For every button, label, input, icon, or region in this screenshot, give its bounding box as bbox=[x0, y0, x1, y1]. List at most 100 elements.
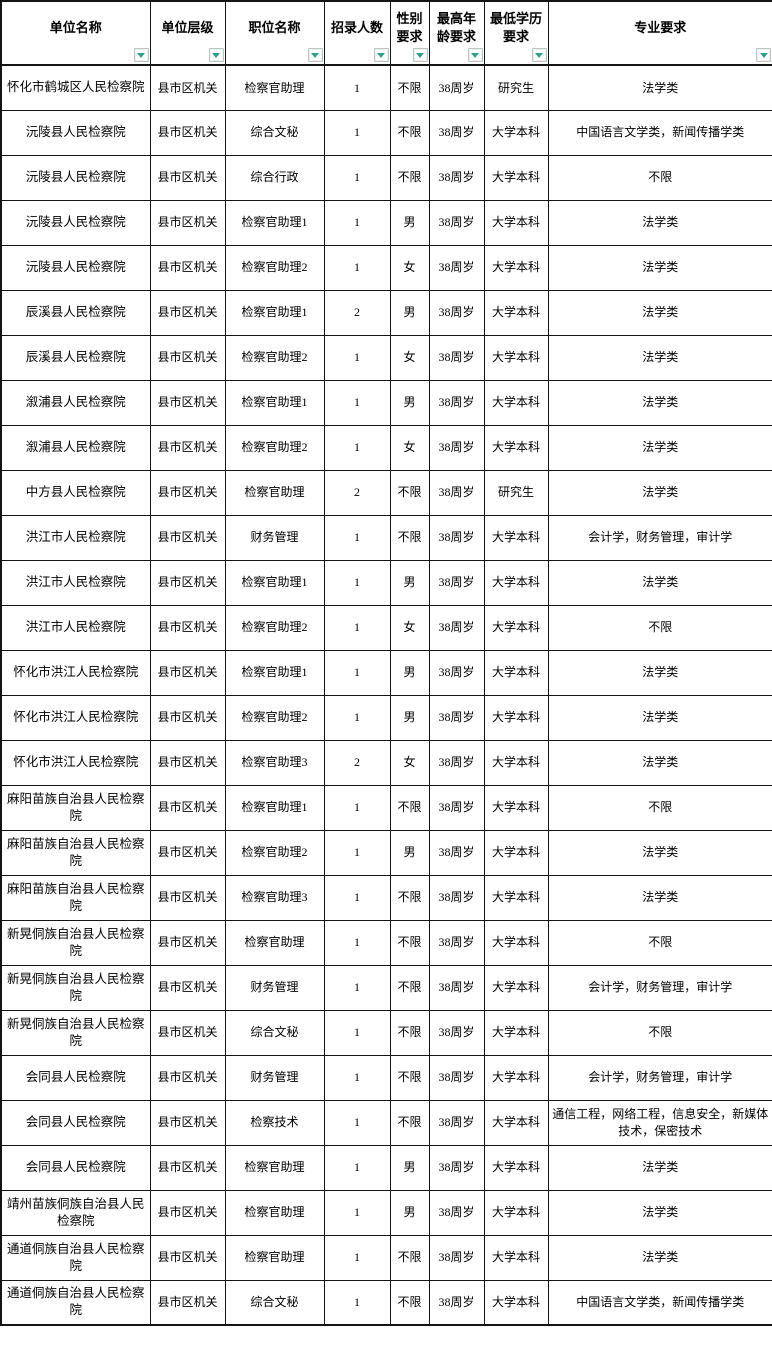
cell-gender-req: 不限 bbox=[389, 1054, 430, 1101]
cell-max-age-req: 38周岁 bbox=[428, 1189, 485, 1236]
cell-unit-level: 县市区机关 bbox=[149, 874, 226, 921]
table-row: 会同县人民检察院 县市区机关 检察技术 1 不限 38周岁 大学本科 通信工程，网络工程，信息… bbox=[0, 1099, 772, 1146]
filter-button-unit-level[interactable] bbox=[208, 48, 224, 62]
cell-min-education-req: 大学本科 bbox=[483, 829, 549, 876]
cell-gender-req: 女 bbox=[389, 424, 430, 471]
cell-max-age-req: 38周岁 bbox=[428, 289, 485, 336]
cell-max-age-req: 38周岁 bbox=[428, 469, 485, 516]
cell-gender-req: 不限 bbox=[389, 1279, 430, 1326]
cell-gender-req: 男 bbox=[389, 379, 430, 426]
cell-unit-name: 会同县人民检察院 bbox=[0, 1144, 151, 1191]
filter-dropdown-icon bbox=[137, 52, 145, 58]
column-header-position-name: 职位名称 bbox=[224, 0, 325, 66]
cell-gender-req: 不限 bbox=[389, 964, 430, 1011]
cell-max-age-req: 38周岁 bbox=[428, 154, 485, 201]
filter-button-min-education-req[interactable] bbox=[531, 48, 547, 62]
cell-min-education-req: 大学本科 bbox=[483, 514, 549, 561]
cell-max-age-req: 38周岁 bbox=[428, 1144, 485, 1191]
table-row: 新晃侗族自治县人民检察院 县市区机关 财务管理 1 不限 38周岁 大学本科 会计学，财务管理… bbox=[0, 964, 772, 1011]
table-row: 靖州苗族侗族自治县人民检察院 县市区机关 检察官助理 1 男 38周岁 大学本科 法学类 bbox=[0, 1189, 772, 1236]
cell-position-name: 检察官助理1 bbox=[224, 784, 325, 831]
filter-button-position-name[interactable] bbox=[307, 48, 323, 62]
cell-position-name: 检察官助理1 bbox=[224, 289, 325, 336]
cell-position-name: 检察官助理2 bbox=[224, 334, 325, 381]
table-row: 怀化市鹤城区人民检察院 县市区机关 检察官助理 1 不限 38周岁 研究生 法学类 bbox=[0, 64, 772, 111]
cell-max-age-req: 38周岁 bbox=[428, 199, 485, 246]
cell-unit-name: 洪江市人民检察院 bbox=[0, 604, 151, 651]
cell-unit-level: 县市区机关 bbox=[149, 829, 226, 876]
column-header-major-req: 专业要求 bbox=[547, 0, 772, 66]
cell-major-req: 不限 bbox=[547, 604, 772, 651]
filter-dropdown-icon bbox=[759, 52, 768, 58]
cell-position-name: 检察官助理2 bbox=[224, 829, 325, 876]
table-row: 洪江市人民检察院 县市区机关 检察官助理1 1 男 38周岁 大学本科 法学类 bbox=[0, 559, 772, 606]
cell-unit-name: 新晃侗族自治县人民检察院 bbox=[0, 919, 151, 966]
cell-recruit-count: 1 bbox=[323, 514, 391, 561]
cell-major-req: 不限 bbox=[547, 154, 772, 201]
cell-major-req: 法学类 bbox=[547, 739, 772, 786]
cell-max-age-req: 38周岁 bbox=[428, 649, 485, 696]
column-header-unit-name: 单位名称 bbox=[0, 0, 151, 66]
filter-button-max-age-req[interactable] bbox=[467, 48, 483, 62]
cell-position-name: 财务管理 bbox=[224, 514, 325, 561]
filter-button-recruit-count[interactable] bbox=[373, 48, 389, 62]
cell-gender-req: 不限 bbox=[389, 919, 430, 966]
cell-recruit-count: 1 bbox=[323, 1144, 391, 1191]
cell-min-education-req: 大学本科 bbox=[483, 1234, 549, 1281]
cell-major-req: 法学类 bbox=[547, 244, 772, 291]
column-header-label: 单位名称 bbox=[49, 19, 102, 35]
cell-max-age-req: 38周岁 bbox=[428, 424, 485, 471]
cell-position-name: 检察官助理2 bbox=[224, 604, 325, 651]
cell-unit-name: 会同县人民检察院 bbox=[0, 1054, 151, 1101]
table-row: 麻阳苗族自治县人民检察院 县市区机关 检察官助理2 1 男 38周岁 大学本科 法学类 bbox=[0, 829, 772, 876]
cell-gender-req: 不限 bbox=[389, 109, 430, 156]
cell-gender-req: 不限 bbox=[389, 64, 430, 111]
column-header-gender-req: 性别要求 bbox=[389, 0, 430, 66]
cell-major-req: 不限 bbox=[547, 1009, 772, 1056]
table-row: 会同县人民检察院 县市区机关 财务管理 1 不限 38周岁 大学本科 会计学，财务管理，审计学 bbox=[0, 1054, 772, 1101]
filter-button-major-req[interactable] bbox=[756, 48, 771, 62]
cell-position-name: 财务管理 bbox=[224, 964, 325, 1011]
table-row: 辰溪县人民检察院 县市区机关 检察官助理1 2 男 38周岁 大学本科 法学类 bbox=[0, 289, 772, 336]
cell-major-req: 法学类 bbox=[547, 289, 772, 336]
cell-gender-req: 不限 bbox=[389, 784, 430, 831]
cell-max-age-req: 38周岁 bbox=[428, 919, 485, 966]
cell-max-age-req: 38周岁 bbox=[428, 694, 485, 741]
cell-min-education-req: 大学本科 bbox=[483, 649, 549, 696]
cell-min-education-req: 大学本科 bbox=[483, 559, 549, 606]
header-row: 单位名称 单位层级 职位名称 招录人数 性别要求 最高年龄要求 最低学历要求 专业要求 bbox=[0, 0, 772, 66]
cell-major-req: 法学类 bbox=[547, 1234, 772, 1281]
table-row: 沅陵县人民检察院 县市区机关 检察官助理1 1 男 38周岁 大学本科 法学类 bbox=[0, 199, 772, 246]
cell-gender-req: 男 bbox=[389, 649, 430, 696]
cell-recruit-count: 1 bbox=[323, 334, 391, 381]
cell-gender-req: 不限 bbox=[389, 469, 430, 516]
cell-min-education-req: 大学本科 bbox=[483, 739, 549, 786]
filter-dropdown-icon bbox=[311, 52, 319, 58]
cell-gender-req: 女 bbox=[389, 244, 430, 291]
cell-unit-level: 县市区机关 bbox=[149, 334, 226, 381]
cell-unit-name: 沅陵县人民检察院 bbox=[0, 109, 151, 156]
cell-recruit-count: 1 bbox=[323, 829, 391, 876]
cell-unit-name: 新晃侗族自治县人民检察院 bbox=[0, 1009, 151, 1056]
cell-min-education-req: 大学本科 bbox=[483, 784, 549, 831]
cell-gender-req: 女 bbox=[389, 334, 430, 381]
table-row: 沅陵县人民检察院 县市区机关 综合文秘 1 不限 38周岁 大学本科 中国语言文学类，新闻传播… bbox=[0, 109, 772, 156]
cell-major-req: 会计学，财务管理，审计学 bbox=[547, 514, 772, 561]
cell-major-req: 法学类 bbox=[547, 829, 772, 876]
column-header-label: 专业要求 bbox=[634, 19, 687, 35]
cell-recruit-count: 1 bbox=[323, 604, 391, 651]
cell-gender-req: 男 bbox=[389, 199, 430, 246]
cell-min-education-req: 大学本科 bbox=[483, 289, 549, 336]
filter-button-unit-name[interactable] bbox=[133, 48, 149, 62]
cell-min-education-req: 大学本科 bbox=[483, 1099, 549, 1146]
cell-position-name: 检察官助理 bbox=[224, 1234, 325, 1281]
cell-gender-req: 男 bbox=[389, 1189, 430, 1236]
cell-major-req: 法学类 bbox=[547, 694, 772, 741]
cell-max-age-req: 38周岁 bbox=[428, 514, 485, 561]
table-body: 怀化市鹤城区人民检察院 县市区机关 检察官助理 1 不限 38周岁 研究生 法学类 沅陵县人民检… bbox=[0, 64, 772, 1326]
column-header-label: 单位层级 bbox=[161, 19, 214, 35]
cell-major-req: 通信工程，网络工程，信息安全，新媒体技术，保密技术 bbox=[547, 1099, 772, 1146]
table-row: 洪江市人民检察院 县市区机关 财务管理 1 不限 38周岁 大学本科 会计学，财务管理，审计学 bbox=[0, 514, 772, 561]
cell-min-education-req: 大学本科 bbox=[483, 199, 549, 246]
filter-button-gender-req[interactable] bbox=[412, 48, 428, 62]
